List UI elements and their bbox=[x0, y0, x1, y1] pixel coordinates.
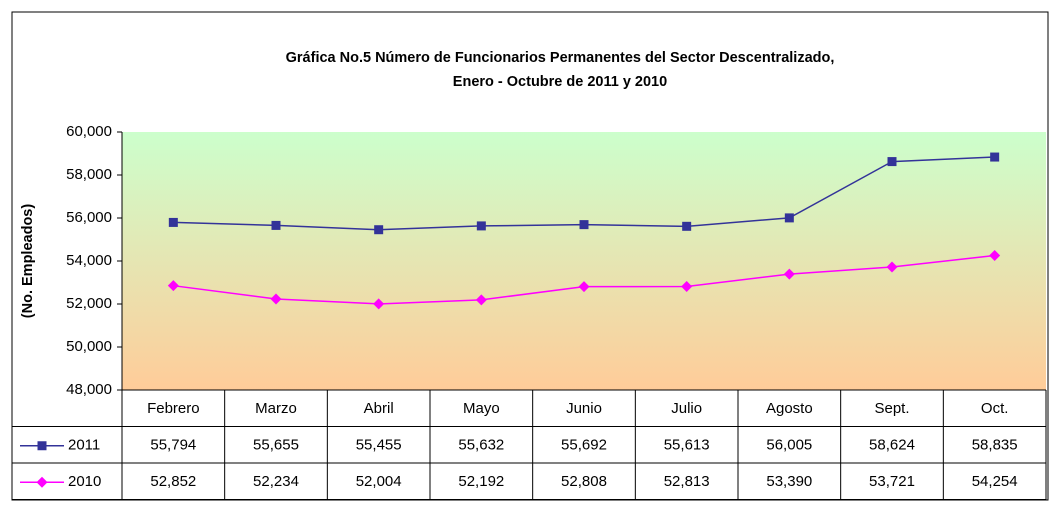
table-value: 55,692 bbox=[561, 437, 607, 454]
marker bbox=[579, 220, 589, 230]
marker bbox=[37, 441, 47, 451]
y-tick-label: 50,000 bbox=[66, 338, 112, 355]
marker bbox=[374, 225, 384, 235]
marker bbox=[167, 280, 179, 292]
marker bbox=[990, 152, 1000, 162]
table-value: 56,005 bbox=[766, 437, 812, 454]
chart-title: Gráfica No.5 Número de Funcionarios Perm… bbox=[286, 50, 835, 66]
table-value: 54,254 bbox=[972, 473, 1018, 490]
x-tick-label: Marzo bbox=[255, 400, 297, 417]
y-tick-label: 52,000 bbox=[66, 295, 112, 312]
x-tick-label: Mayo bbox=[463, 400, 500, 417]
x-tick-label: Sept. bbox=[874, 400, 909, 417]
table-value: 52,813 bbox=[664, 473, 710, 490]
y-tick-label: 60,000 bbox=[66, 123, 112, 140]
table-value: 58,835 bbox=[972, 437, 1018, 454]
marker bbox=[36, 476, 48, 488]
table-value: 55,794 bbox=[150, 437, 196, 454]
marker bbox=[476, 221, 486, 231]
table-value: 55,613 bbox=[664, 437, 710, 454]
chart-subtitle: Enero - Octubre de 2011 y 2010 bbox=[453, 74, 667, 90]
x-tick-label: Oct. bbox=[981, 400, 1009, 417]
table-value: 52,852 bbox=[150, 473, 196, 490]
table-value: 55,455 bbox=[356, 437, 402, 454]
marker bbox=[989, 250, 1001, 262]
marker bbox=[784, 213, 794, 223]
marker bbox=[373, 298, 385, 310]
marker bbox=[682, 221, 692, 231]
table-value: 55,632 bbox=[458, 437, 504, 454]
table-value: 55,655 bbox=[253, 437, 299, 454]
marker bbox=[887, 157, 897, 167]
marker bbox=[270, 293, 282, 305]
marker bbox=[271, 220, 281, 230]
marker bbox=[681, 281, 693, 293]
x-tick-label: Febrero bbox=[147, 400, 200, 417]
marker bbox=[168, 217, 178, 227]
x-tick-label: Julio bbox=[671, 400, 702, 417]
y-tick-label: 54,000 bbox=[66, 252, 112, 269]
y-axis-label: (No. Empleados) bbox=[20, 204, 36, 319]
table-value: 52,192 bbox=[458, 473, 504, 490]
table-value: 52,808 bbox=[561, 473, 607, 490]
marker bbox=[578, 281, 590, 293]
table-value: 58,624 bbox=[869, 437, 915, 454]
table-value: 53,390 bbox=[766, 473, 812, 490]
y-tick-label: 48,000 bbox=[66, 381, 112, 398]
marker bbox=[886, 261, 898, 273]
marker bbox=[475, 294, 487, 306]
x-tick-label: Junio bbox=[566, 400, 602, 417]
plot-area bbox=[122, 132, 1046, 390]
y-tick-label: 56,000 bbox=[66, 209, 112, 226]
table-value: 52,234 bbox=[253, 473, 299, 490]
table-value: 53,721 bbox=[869, 473, 915, 490]
table-value: 52,004 bbox=[356, 473, 402, 490]
legend-label: 2010 bbox=[68, 473, 101, 490]
y-tick-label: 58,000 bbox=[66, 166, 112, 183]
x-tick-label: Abril bbox=[364, 400, 394, 417]
x-tick-label: Agosto bbox=[766, 400, 813, 417]
marker bbox=[783, 268, 795, 280]
legend-label: 2011 bbox=[68, 437, 100, 454]
